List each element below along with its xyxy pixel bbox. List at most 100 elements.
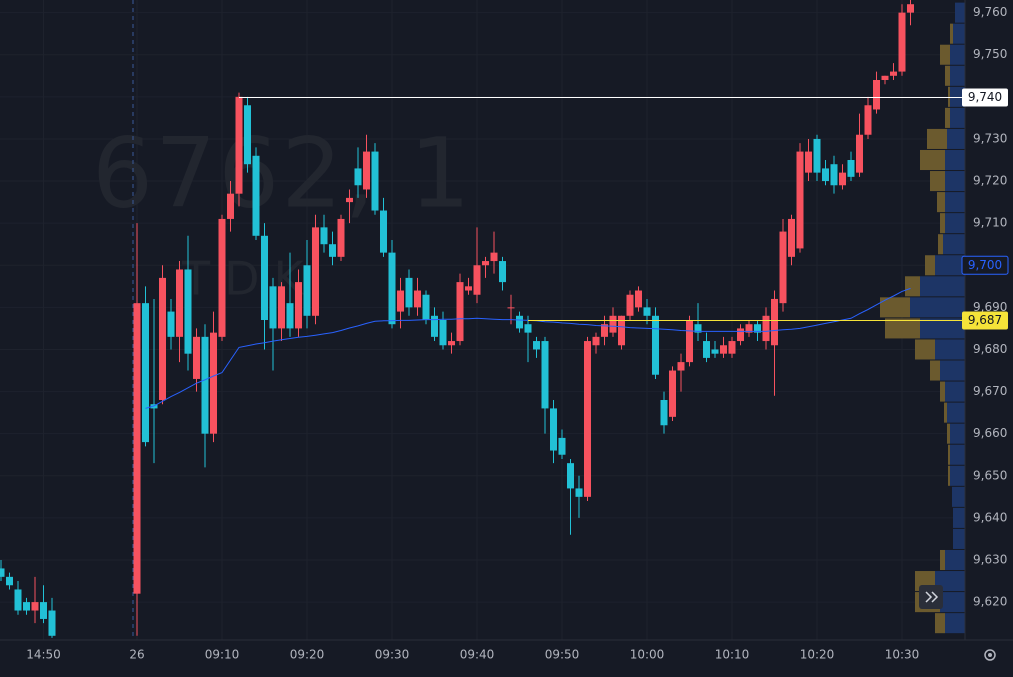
gear-center	[988, 653, 992, 657]
axes: 9,620 9,630 9,640 9,650 9,660 9,670 9,680 9,690…	[26, 5, 1009, 662]
volume-profile-bar	[950, 86, 965, 107]
candle-body	[881, 75, 889, 80]
candle-body	[643, 307, 651, 316]
candle-body	[201, 336, 209, 434]
candle-body	[507, 307, 515, 309]
volume-profile-bar	[947, 128, 965, 149]
volume-profile-bar	[905, 276, 920, 297]
candle-body	[720, 345, 727, 354]
candle-body	[873, 80, 880, 110]
volume-profile-bar	[945, 107, 950, 128]
volume-profile-bar	[937, 192, 945, 213]
candle-body	[779, 231, 787, 304]
volume-profile-bar	[935, 255, 965, 276]
y-tick-label: 9,730	[973, 131, 1007, 145]
volume-profile-bar	[930, 360, 940, 381]
y-tick-label: 9,620	[973, 595, 1007, 609]
volume-profile-bar	[880, 297, 910, 318]
volume-profile-bar	[947, 423, 950, 444]
candle-body	[618, 315, 625, 346]
candle-body	[711, 349, 719, 354]
candle-body	[694, 324, 702, 333]
volume-profile-bar	[945, 213, 965, 234]
candle-body	[388, 252, 396, 325]
candle-body	[745, 324, 753, 333]
candle-body	[278, 286, 285, 329]
candle-body	[371, 151, 379, 211]
candle-body	[660, 400, 668, 426]
volume-profile-bar	[948, 465, 950, 486]
candle-body	[354, 168, 362, 186]
candle-body	[244, 105, 251, 165]
volume-profile-bar	[950, 65, 965, 86]
y-tick-label: 9,670	[973, 384, 1007, 398]
volume-profile-bar	[950, 465, 965, 486]
candle-body	[261, 235, 268, 320]
volume-profile-bar	[940, 592, 965, 613]
price-label-box	[962, 311, 1008, 330]
candle-body	[516, 315, 523, 329]
candle-body	[184, 269, 192, 354]
volume-profile-bar	[925, 255, 935, 276]
volume-profile-bar	[945, 613, 965, 634]
volume-profile-bar	[950, 444, 965, 465]
candle-body	[227, 193, 234, 219]
x-tick-label: 14:50	[26, 648, 61, 662]
settings-button[interactable]	[984, 649, 996, 661]
y-tick-label: 9,690	[973, 300, 1007, 314]
volume-profile-bar	[955, 2, 965, 23]
volume-profile-bar	[935, 339, 965, 360]
candle-body	[422, 294, 430, 320]
x-tick-label: 09:30	[375, 648, 410, 662]
candle-body	[167, 311, 175, 337]
volume-profile-bar	[950, 44, 965, 65]
volume-profile-bar	[885, 318, 920, 339]
x-tick-label: 09:50	[545, 648, 580, 662]
candle-body	[0, 568, 5, 577]
vwap-label-box	[961, 255, 1009, 275]
candle-body	[609, 315, 617, 333]
x-tick-label: 09:40	[460, 648, 495, 662]
volume-profile-bar	[940, 213, 945, 234]
candle-body	[822, 168, 829, 182]
candle-body	[796, 151, 804, 249]
candle-body	[584, 341, 591, 497]
candle-body	[337, 218, 345, 257]
volume-profile-bar	[945, 149, 965, 171]
candle-body	[703, 341, 710, 358]
candle-body	[907, 4, 914, 13]
x-tick-label: 09:10	[205, 648, 240, 662]
y-tick-label: 9,710	[973, 216, 1007, 230]
candle-body	[592, 336, 600, 346]
volume-profile-bar	[948, 444, 950, 465]
candle-body	[48, 610, 56, 636]
candle-body	[269, 286, 277, 329]
volume-profile-bar	[927, 128, 947, 149]
candle-body	[482, 261, 489, 266]
volume-profile-bar	[940, 549, 945, 571]
candle-body	[737, 328, 744, 342]
volume-profile-bar	[920, 149, 945, 171]
y-tick-label: 9,630	[973, 553, 1007, 567]
candle-body	[762, 315, 770, 342]
volume-profile-bar	[953, 23, 965, 44]
candle-body	[320, 227, 328, 245]
y-tick-label: 9,680	[973, 342, 1007, 356]
candle-body	[40, 602, 47, 619]
scroll-button[interactable]	[919, 585, 943, 609]
candle-body	[14, 589, 22, 611]
volume-profile-bar	[950, 23, 953, 44]
volume-profile-bar	[940, 360, 965, 381]
gear-icon[interactable]	[984, 649, 996, 661]
volume-profile-bar	[920, 276, 965, 297]
candle-body	[771, 298, 778, 346]
candle-body	[839, 172, 846, 186]
candle-body	[23, 602, 30, 611]
candle-body	[210, 332, 217, 434]
candle-body	[856, 134, 863, 173]
scroll-icon	[925, 591, 939, 603]
candle-body	[550, 408, 557, 451]
candle-body	[176, 269, 183, 337]
volume-profile-bar	[943, 234, 965, 255]
